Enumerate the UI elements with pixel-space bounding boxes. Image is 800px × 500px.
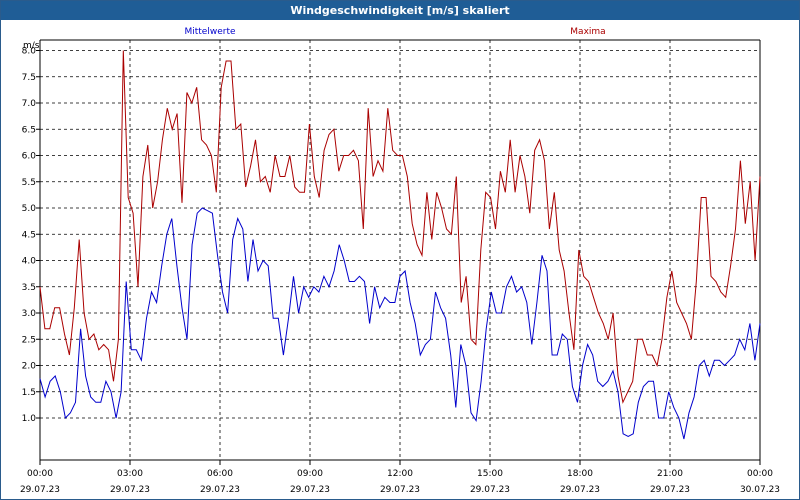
- x-tick-time: 15:00: [477, 469, 503, 479]
- x-tick-time: 06:00: [207, 469, 233, 479]
- legend-mittelwerte: Mittelwerte: [184, 27, 235, 37]
- window-title: Windgeschwindigkeit [m/s] skaliert: [1, 1, 799, 20]
- x-tick-date: 29.07.23: [470, 485, 510, 495]
- y-tick-label: 3.0: [22, 309, 37, 319]
- y-tick-label: 6.5: [22, 125, 36, 135]
- x-tick-date: 30.07.23: [740, 485, 780, 495]
- series-lines: [39, 50, 761, 440]
- legend-maxima: Maxima: [570, 27, 605, 37]
- x-tick-time: 03:00: [117, 469, 143, 479]
- y-axis-unit: m/s: [23, 41, 40, 51]
- y-tick-label: 4.0: [22, 257, 37, 267]
- y-tick-label: 1.5: [22, 388, 36, 398]
- x-tick-date: 29.07.23: [200, 485, 240, 495]
- x-tick-date: 29.07.23: [20, 485, 60, 495]
- x-tick-date: 29.07.23: [110, 485, 150, 495]
- x-tick-time: 09:00: [297, 469, 323, 479]
- x-tick-time: 21:00: [657, 469, 683, 479]
- y-tick-label: 7.0: [22, 99, 37, 109]
- series-line-maxima: [39, 50, 761, 404]
- y-tick-label: 6.0: [22, 152, 37, 162]
- x-tick-date: 29.07.23: [650, 485, 690, 495]
- series-line-mittelwerte: [39, 207, 761, 440]
- x-tick-date: 29.07.23: [290, 485, 330, 495]
- y-tick-label: 2.5: [22, 335, 36, 345]
- y-tick-label: 7.5: [22, 73, 36, 83]
- x-tick-time: 12:00: [387, 469, 413, 479]
- x-tick-date: 29.07.23: [380, 485, 420, 495]
- y-tick-label: 8.0: [22, 47, 37, 57]
- tick-labels: 1.0 1.5 2.0 2.5 3.0 3.5 4.0 4.5 5.0 5.5 6.0 6.5 7.0 7…: [20, 47, 780, 496]
- x-tick-time: 18:00: [567, 469, 593, 479]
- y-tick-label: 5.5: [22, 178, 36, 188]
- x-tick-time: 00:00: [747, 469, 773, 479]
- y-tick-label: 4.5: [22, 230, 36, 240]
- x-tick-date: 29.07.23: [560, 485, 600, 495]
- grid-lines: [40, 40, 760, 460]
- x-tick-time: 00:00: [27, 469, 53, 479]
- y-tick-label: 5.0: [22, 204, 37, 214]
- y-tick-label: 2.0: [22, 362, 37, 372]
- y-tick-label: 1.0: [22, 414, 37, 424]
- y-tick-label: 3.5: [22, 283, 36, 293]
- axes: [36, 39, 761, 465]
